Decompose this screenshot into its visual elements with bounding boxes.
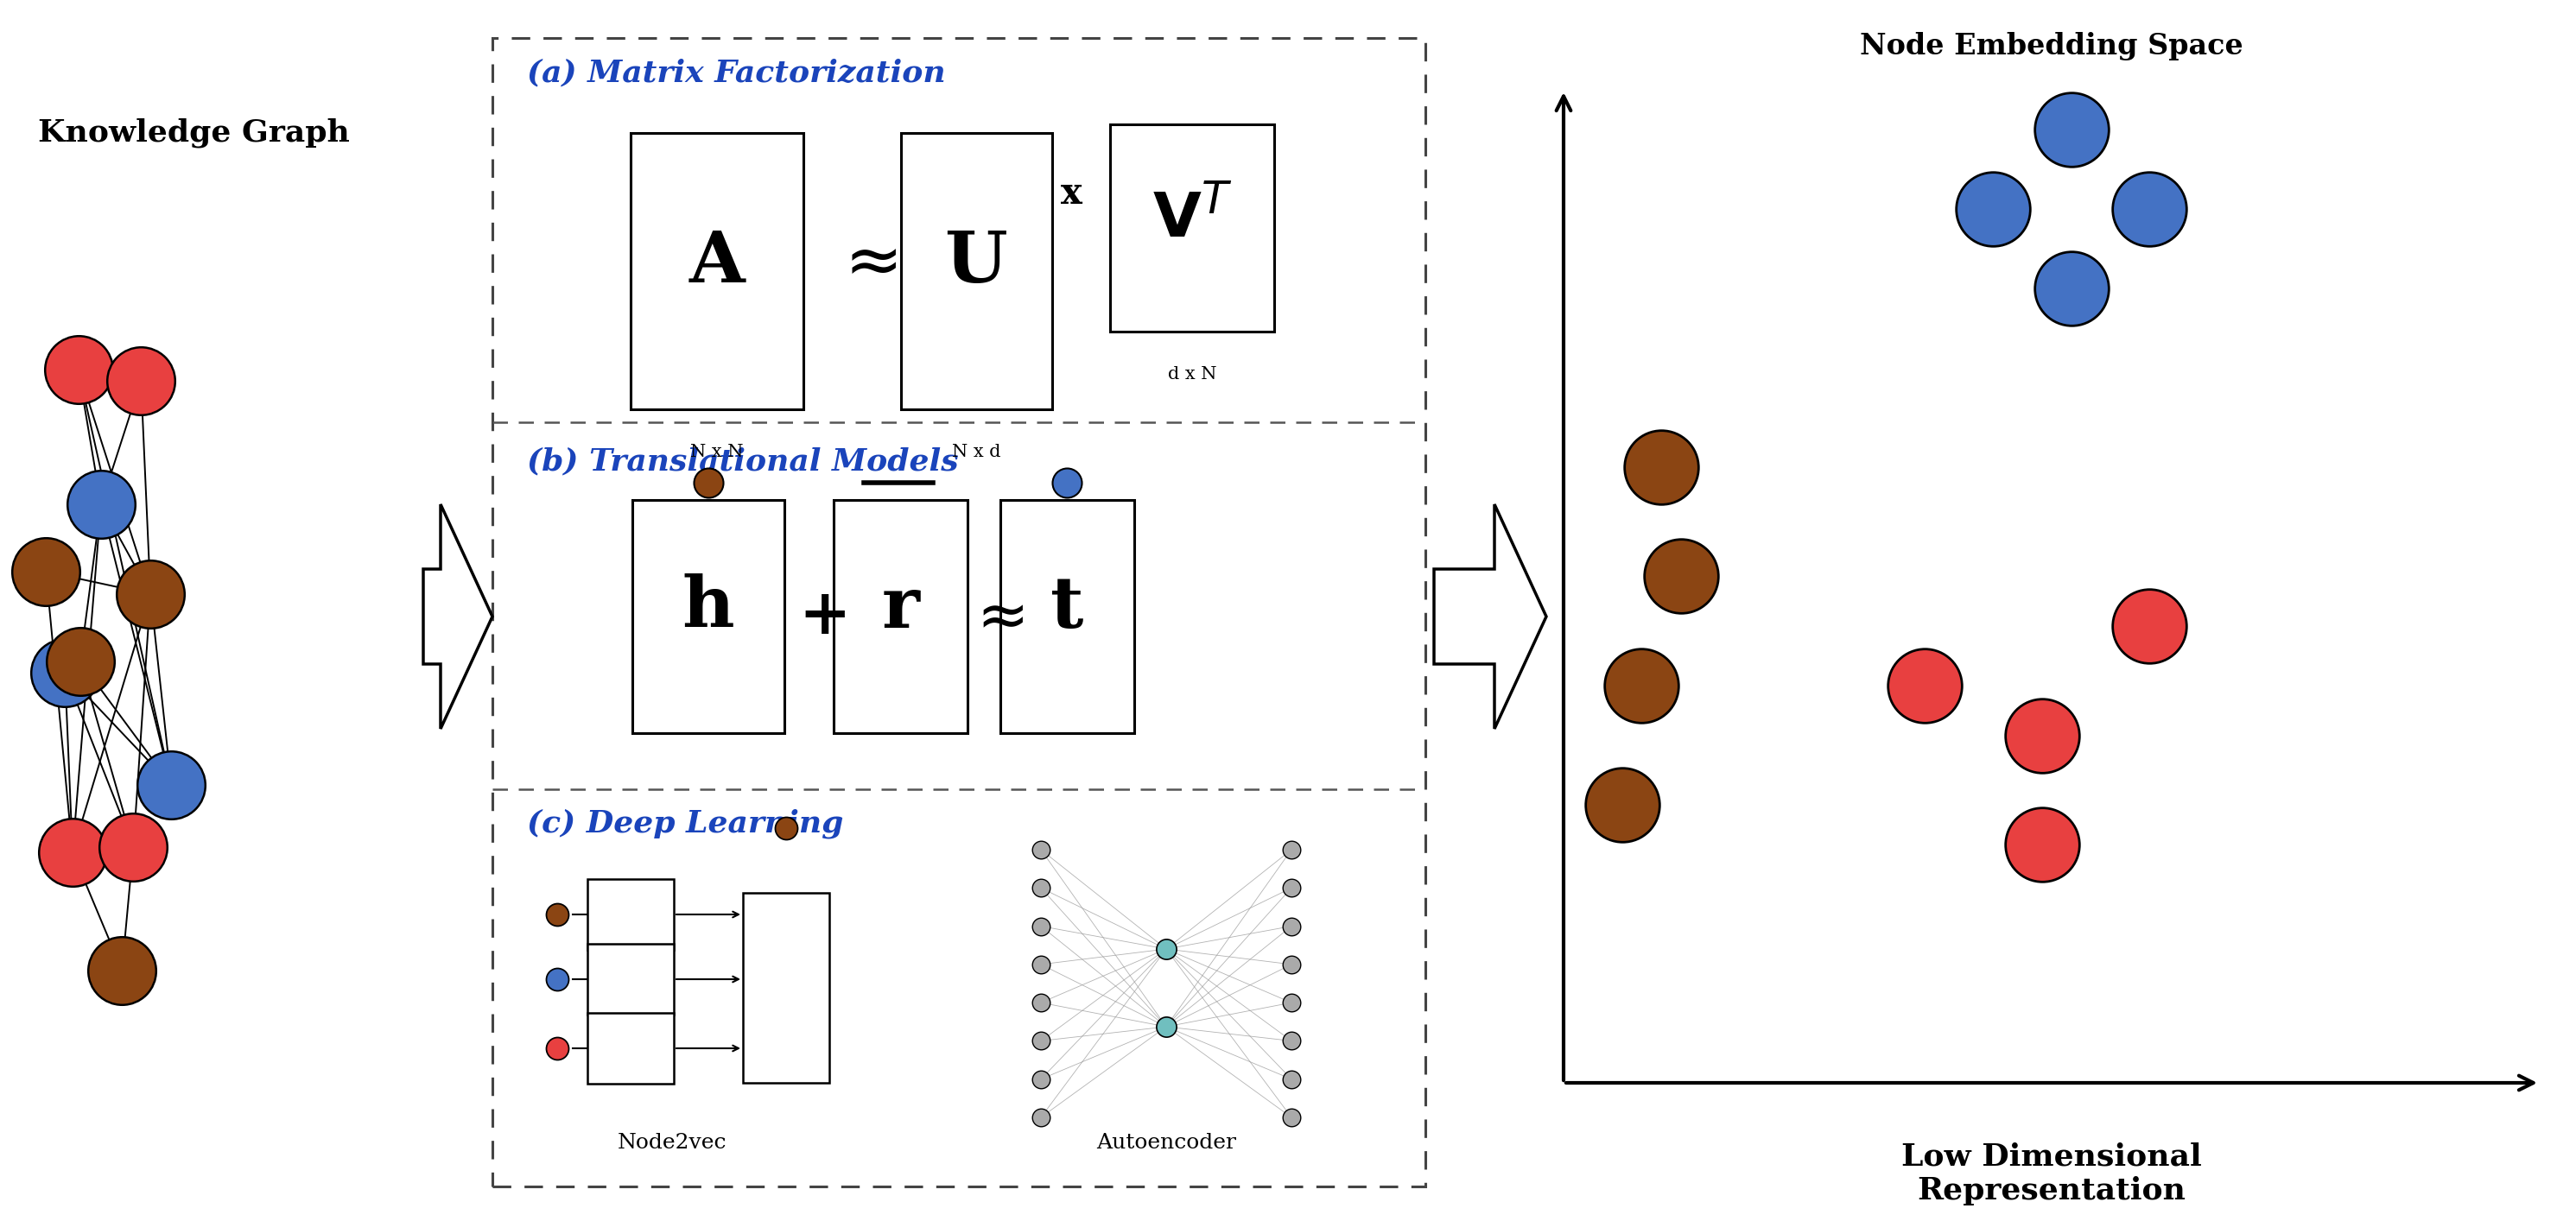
Text: (c) Deep Learning: (c) Deep Learning bbox=[528, 808, 842, 839]
Point bbox=[1659, 567, 1700, 586]
Bar bbox=[999, 499, 1133, 733]
Point bbox=[1020, 1107, 1061, 1127]
Text: (a) Matrix Factorization: (a) Matrix Factorization bbox=[528, 57, 945, 87]
Point bbox=[536, 969, 577, 989]
Point bbox=[536, 905, 577, 924]
Point bbox=[57, 360, 98, 380]
Text: x: x bbox=[1061, 176, 1082, 211]
Text: t: t bbox=[1051, 574, 1084, 642]
Point bbox=[26, 562, 67, 581]
Text: h: h bbox=[683, 574, 734, 642]
Point bbox=[2128, 617, 2169, 636]
Point bbox=[121, 371, 162, 391]
Bar bbox=[634, 499, 783, 733]
Point bbox=[2050, 120, 2092, 139]
Text: N x d: N x d bbox=[951, 444, 999, 460]
Text: d x N: d x N bbox=[1167, 366, 1216, 382]
Bar bbox=[587, 944, 675, 1015]
Point bbox=[1270, 878, 1311, 897]
Bar bbox=[587, 1013, 675, 1084]
Point bbox=[2022, 835, 2063, 855]
Bar bbox=[631, 133, 804, 409]
Bar bbox=[1110, 125, 1275, 332]
Point bbox=[129, 585, 170, 604]
Bar bbox=[835, 499, 969, 733]
Point bbox=[1020, 1031, 1061, 1050]
Point bbox=[59, 652, 100, 672]
Point bbox=[152, 775, 193, 795]
Text: Knowledge Graph: Knowledge Graph bbox=[39, 118, 350, 148]
Point bbox=[1020, 878, 1061, 897]
Bar bbox=[492, 38, 1425, 1187]
Polygon shape bbox=[422, 504, 492, 729]
Point bbox=[2050, 278, 2092, 298]
Text: Autoencoder: Autoencoder bbox=[1097, 1133, 1236, 1153]
Text: r: r bbox=[881, 574, 920, 642]
Point bbox=[80, 495, 121, 514]
Point bbox=[1270, 955, 1311, 974]
Point bbox=[688, 473, 729, 492]
Point bbox=[1270, 1031, 1311, 1050]
Point bbox=[1020, 840, 1061, 860]
Point bbox=[2128, 199, 2169, 219]
Point bbox=[52, 842, 93, 862]
Bar bbox=[587, 879, 675, 950]
Polygon shape bbox=[1435, 504, 1546, 729]
Point bbox=[44, 663, 85, 683]
Bar bbox=[902, 133, 1051, 409]
Bar bbox=[742, 893, 829, 1083]
Point bbox=[1270, 840, 1311, 860]
Text: $\approx$: $\approx$ bbox=[832, 228, 896, 297]
Point bbox=[1270, 993, 1311, 1012]
Point bbox=[1270, 1070, 1311, 1089]
Point bbox=[1270, 1107, 1311, 1127]
Text: (b) Translational Models: (b) Translational Models bbox=[528, 447, 958, 476]
Point bbox=[1146, 1017, 1188, 1037]
Point bbox=[113, 836, 155, 856]
Point bbox=[536, 1039, 577, 1059]
Point bbox=[1020, 955, 1061, 974]
Point bbox=[1904, 676, 1945, 696]
Point bbox=[1020, 993, 1061, 1012]
Point bbox=[1973, 199, 2014, 219]
Point bbox=[1620, 676, 1662, 696]
Text: N x N: N x N bbox=[690, 444, 744, 460]
Text: +: + bbox=[799, 586, 850, 647]
Text: A: A bbox=[688, 228, 744, 297]
Text: $\approx$: $\approx$ bbox=[963, 586, 1023, 647]
Point bbox=[2022, 725, 2063, 745]
Point bbox=[1270, 917, 1311, 937]
Point bbox=[1641, 458, 1682, 477]
Point bbox=[1020, 917, 1061, 937]
Text: U: U bbox=[945, 228, 1007, 297]
Point bbox=[1046, 473, 1087, 492]
Text: Node Embedding Space: Node Embedding Space bbox=[1860, 33, 2244, 61]
Point bbox=[100, 961, 142, 980]
Point bbox=[1146, 939, 1188, 958]
Point bbox=[765, 818, 806, 838]
Point bbox=[1602, 795, 1643, 814]
Text: Low Dimensional
Representation: Low Dimensional Representation bbox=[1901, 1142, 2202, 1205]
Text: $\mathbf{V}^T$: $\mathbf{V}^T$ bbox=[1151, 189, 1231, 250]
Point bbox=[1020, 1070, 1061, 1089]
Text: Node2vec: Node2vec bbox=[618, 1133, 726, 1153]
